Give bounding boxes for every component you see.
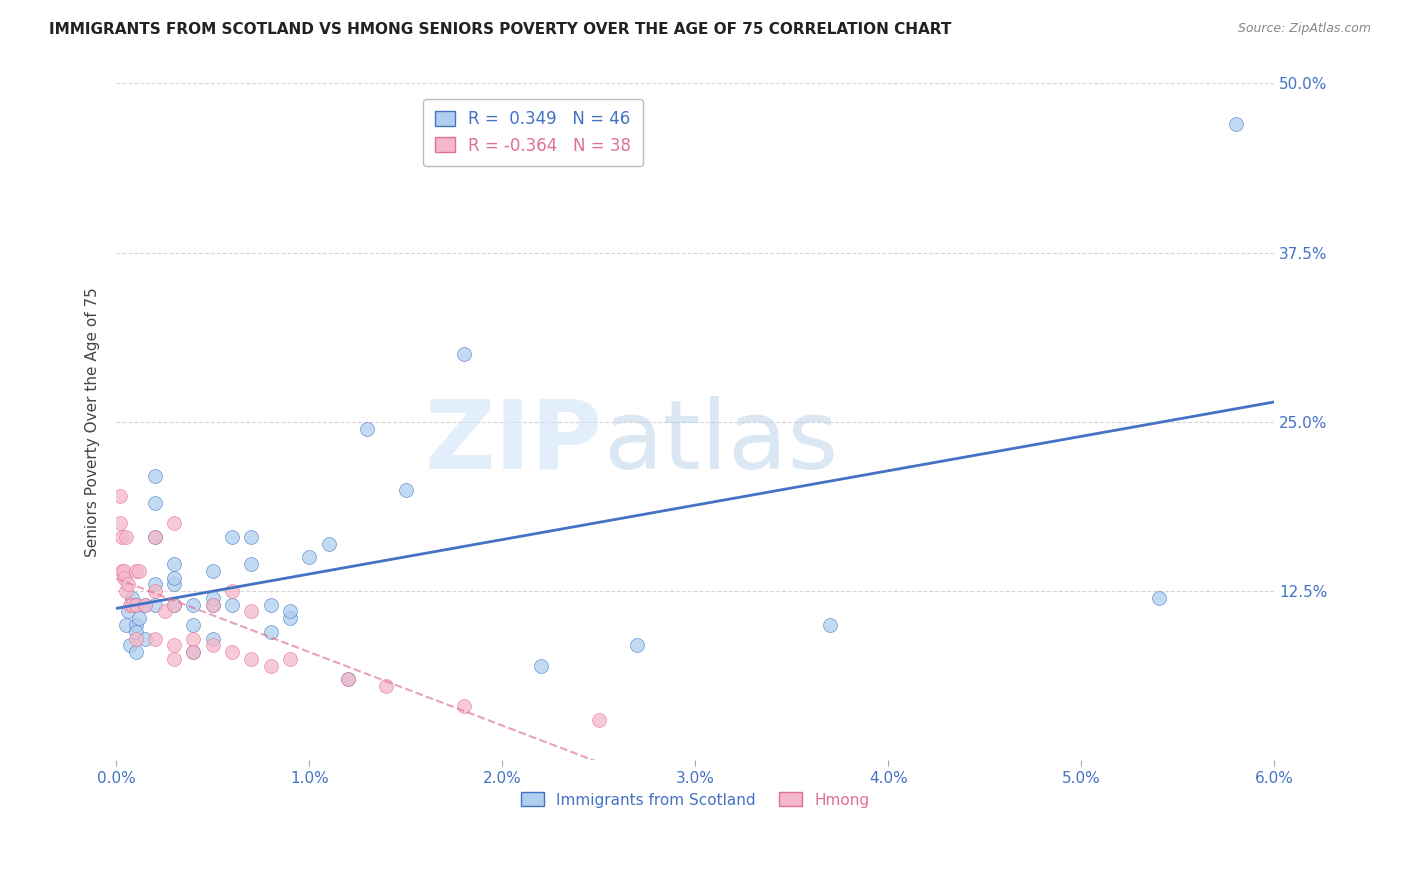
- Point: [108, 516, 131, 531]
- Point: [163, 598, 186, 612]
- Point: [118, 638, 141, 652]
- Point: [111, 530, 134, 544]
- Point: [356, 422, 378, 436]
- Point: [183, 618, 205, 632]
- Point: [336, 672, 359, 686]
- Point: [201, 598, 224, 612]
- Point: [240, 652, 263, 666]
- Text: Source: ZipAtlas.com: Source: ZipAtlas.com: [1237, 22, 1371, 36]
- Point: [375, 679, 398, 693]
- Point: [336, 672, 359, 686]
- Point: [124, 598, 146, 612]
- Point: [1147, 591, 1170, 605]
- Point: [298, 550, 321, 565]
- Point: [201, 632, 224, 646]
- Point: [163, 577, 186, 591]
- Point: [124, 618, 146, 632]
- Point: [278, 611, 301, 625]
- Point: [260, 658, 283, 673]
- Point: [124, 645, 146, 659]
- Point: [221, 584, 243, 599]
- Point: [183, 632, 205, 646]
- Point: [121, 598, 143, 612]
- Point: [260, 624, 283, 639]
- Point: [163, 571, 186, 585]
- Point: [201, 564, 224, 578]
- Point: [143, 598, 166, 612]
- Point: [163, 516, 186, 531]
- Point: [163, 652, 186, 666]
- Point: [143, 530, 166, 544]
- Point: [143, 530, 166, 544]
- Point: [240, 557, 263, 571]
- Point: [588, 713, 610, 727]
- Point: [143, 632, 166, 646]
- Point: [201, 598, 224, 612]
- Point: [124, 598, 146, 612]
- Point: [134, 598, 156, 612]
- Point: [626, 638, 648, 652]
- Point: [124, 564, 146, 578]
- Point: [453, 347, 475, 361]
- Point: [221, 598, 243, 612]
- Point: [128, 611, 150, 625]
- Point: [183, 598, 205, 612]
- Point: [201, 638, 224, 652]
- Point: [163, 638, 186, 652]
- Point: [115, 530, 138, 544]
- Point: [143, 584, 166, 599]
- Point: [112, 564, 135, 578]
- Point: [221, 645, 243, 659]
- Point: [163, 598, 186, 612]
- Point: [240, 604, 263, 618]
- Point: [240, 530, 263, 544]
- Point: [134, 632, 156, 646]
- Point: [118, 598, 141, 612]
- Point: [153, 604, 176, 618]
- Point: [124, 632, 146, 646]
- Point: [530, 658, 553, 673]
- Point: [121, 591, 143, 605]
- Point: [143, 496, 166, 510]
- Point: [183, 645, 205, 659]
- Point: [112, 571, 135, 585]
- Point: [1225, 117, 1247, 131]
- Point: [453, 699, 475, 714]
- Text: ZIP: ZIP: [425, 396, 603, 489]
- Point: [134, 598, 156, 612]
- Point: [278, 604, 301, 618]
- Point: [143, 469, 166, 483]
- Point: [221, 530, 243, 544]
- Text: atlas: atlas: [603, 396, 838, 489]
- Point: [395, 483, 418, 497]
- Point: [117, 577, 139, 591]
- Point: [115, 618, 138, 632]
- Point: [108, 489, 131, 503]
- Point: [201, 591, 224, 605]
- Y-axis label: Seniors Poverty Over the Age of 75: Seniors Poverty Over the Age of 75: [86, 287, 100, 557]
- Point: [117, 604, 139, 618]
- Legend: Immigrants from Scotland, Hmong: Immigrants from Scotland, Hmong: [515, 787, 876, 814]
- Point: [111, 564, 134, 578]
- Point: [260, 598, 283, 612]
- Point: [318, 537, 340, 551]
- Point: [115, 584, 138, 599]
- Point: [183, 645, 205, 659]
- Point: [163, 557, 186, 571]
- Point: [278, 652, 301, 666]
- Point: [128, 564, 150, 578]
- Text: IMMIGRANTS FROM SCOTLAND VS HMONG SENIORS POVERTY OVER THE AGE OF 75 CORRELATION: IMMIGRANTS FROM SCOTLAND VS HMONG SENIOR…: [49, 22, 952, 37]
- Point: [820, 618, 842, 632]
- Point: [143, 577, 166, 591]
- Point: [124, 624, 146, 639]
